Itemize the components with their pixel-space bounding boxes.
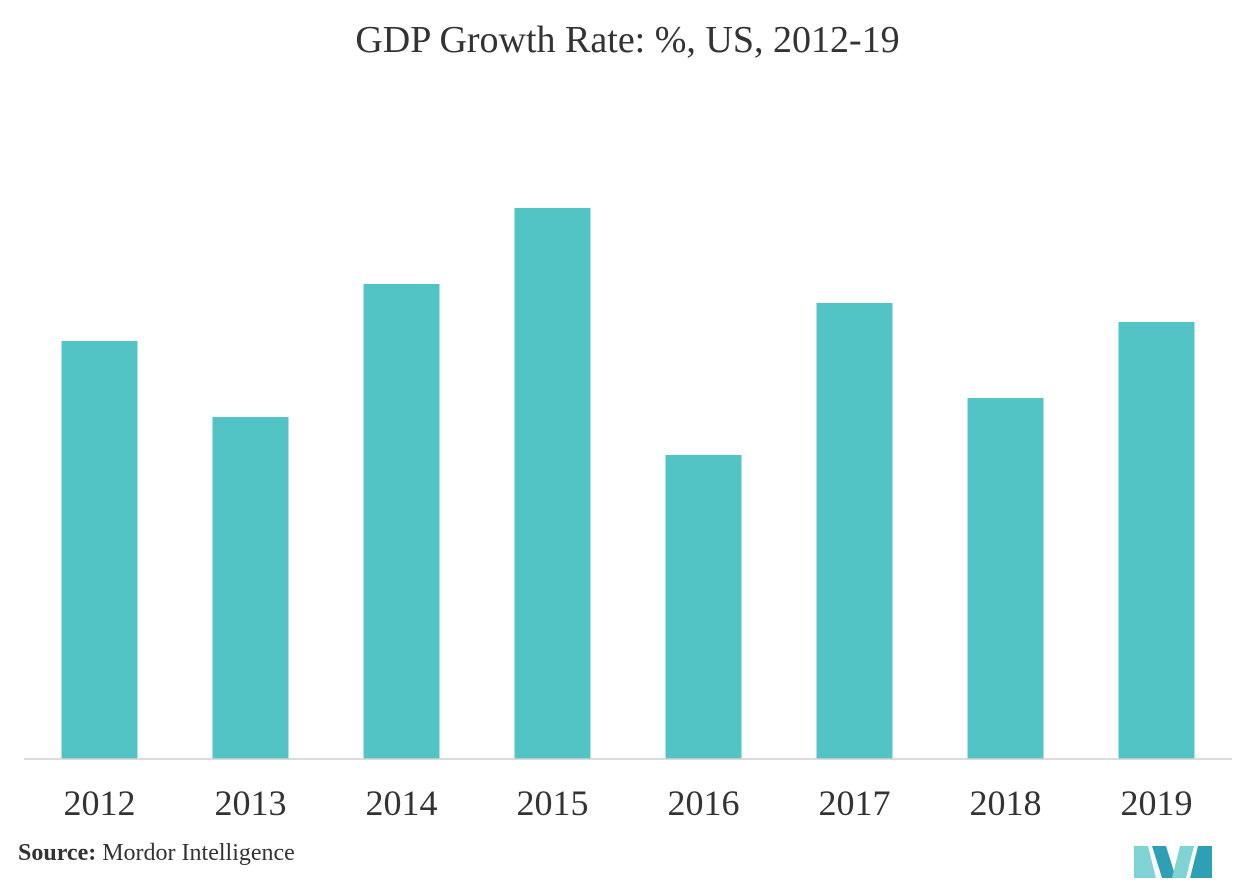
source-label: Source: — [18, 840, 97, 866]
x-tick-label-2013: 2013 — [215, 783, 287, 823]
logo-shape-right — [1190, 846, 1212, 878]
bar-2014 — [363, 284, 440, 759]
logo-shape-left — [1134, 846, 1156, 878]
bar-2018 — [967, 398, 1044, 759]
bar-2015 — [514, 208, 591, 759]
source-text: Mordor Intelligence — [102, 840, 295, 866]
logo-shape-mid-left — [1152, 846, 1176, 878]
x-tick-label-2016: 2016 — [668, 783, 740, 823]
bar-2019 — [1118, 322, 1195, 759]
x-tick-labels: 2012 2013 2014 2015 2016 2017 2018 2019 — [64, 783, 1193, 823]
bar-2012 — [61, 341, 138, 759]
bar-2013 — [212, 417, 289, 759]
chart-title: GDP Growth Rate: %, US, 2012-19 — [355, 19, 900, 61]
bar-2016 — [665, 455, 742, 759]
x-tick-label-2018: 2018 — [970, 783, 1042, 823]
bar-2017 — [816, 303, 893, 759]
source-note: Source: Mordor Intelligence — [18, 840, 295, 867]
x-tick-label-2015: 2015 — [517, 783, 589, 823]
bars-group — [61, 208, 1195, 759]
x-tick-label-2014: 2014 — [366, 783, 438, 823]
x-tick-label-2017: 2017 — [819, 783, 891, 823]
mordor-intelligence-logo-icon — [1134, 846, 1212, 878]
x-tick-label-2012: 2012 — [64, 783, 136, 823]
x-tick-label-2019: 2019 — [1121, 783, 1193, 823]
logo-shape-mid-right — [1172, 846, 1194, 878]
